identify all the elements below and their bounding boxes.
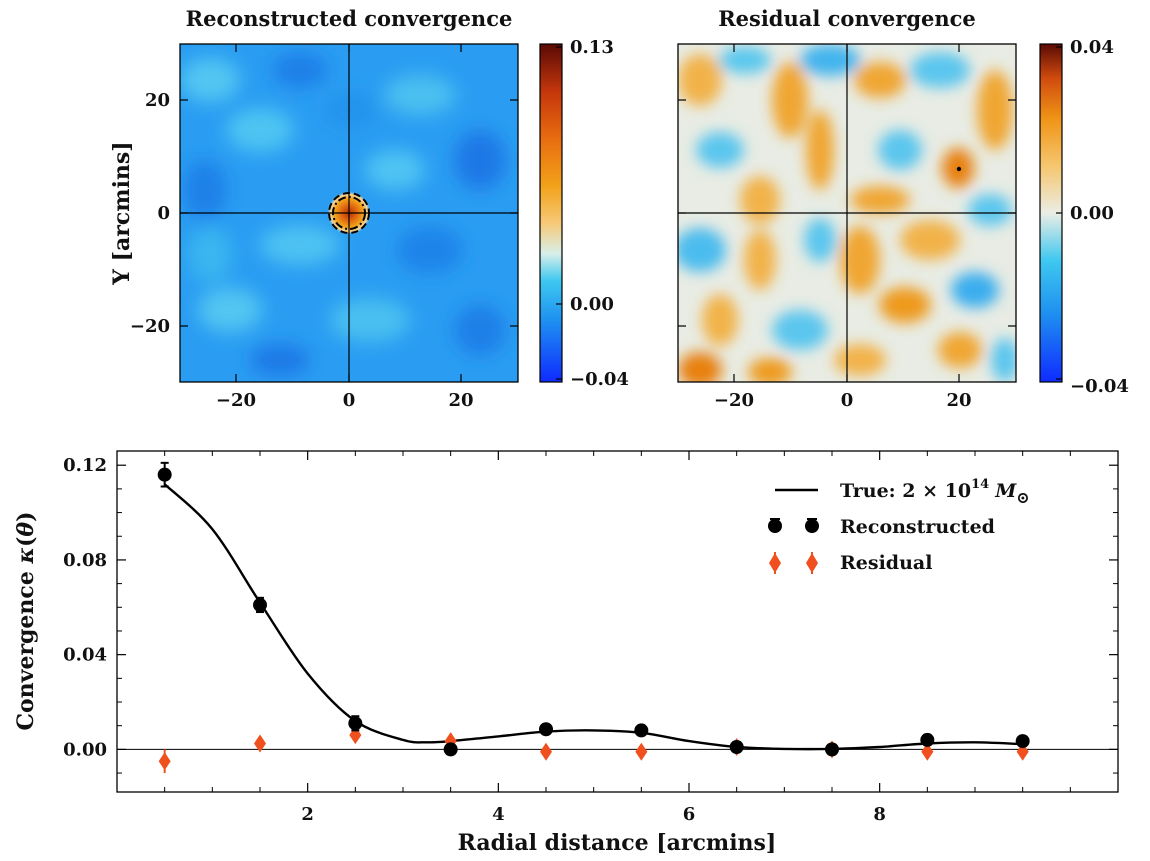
resid-colorbar-label: −0.04 bbox=[1070, 376, 1129, 397]
residual-heatmap-panel: Residual convergence bbox=[677, 6, 1129, 411]
legend: True: 2 × 1014 M⊙ Reconstructed Residual bbox=[768, 477, 1030, 574]
y-tick-label: 0.08 bbox=[63, 550, 107, 571]
reconstructed-point bbox=[443, 742, 458, 757]
reconstructed-ticks bbox=[180, 44, 518, 382]
x-tick-label: 4 bbox=[492, 804, 505, 825]
profile-plot: 2 4 6 8 0.00 0.04 0.08 0.12 Radial distance [ar… bbox=[13, 450, 1119, 856]
recon-colorbar-label: 0.13 bbox=[570, 37, 614, 58]
x-tick-label: 6 bbox=[683, 804, 696, 825]
resid-colorbar-label: 0.04 bbox=[1070, 37, 1114, 58]
legend-residual-label: Residual bbox=[840, 552, 932, 574]
resid-colorbar-label: 0.00 bbox=[1070, 203, 1114, 224]
recon-ytick-label: −20 bbox=[130, 316, 170, 337]
recon-colorbar-label: 0.00 bbox=[570, 294, 614, 315]
x-tick-label: 8 bbox=[873, 804, 886, 825]
residual-point bbox=[254, 734, 266, 753]
residual-point bbox=[540, 742, 552, 761]
residual-point bbox=[635, 742, 648, 761]
residual-ticks bbox=[678, 44, 1016, 382]
legend-reconstructed-swatch bbox=[768, 518, 819, 533]
reconstructed-point bbox=[920, 732, 935, 747]
reconstructed-point bbox=[539, 722, 553, 737]
profile-xlabel: Radial distance [arcmins] bbox=[458, 830, 777, 856]
recon-colorbar-label: −0.04 bbox=[570, 369, 629, 390]
reconstructed-point bbox=[1015, 734, 1030, 749]
reconstructed-series bbox=[157, 461, 1030, 757]
residual-heatmap-image bbox=[678, 44, 1016, 382]
reconstructed-point bbox=[253, 597, 267, 612]
resid-xtick-label: 20 bbox=[946, 390, 971, 411]
reconstructed-point bbox=[348, 716, 363, 731]
y-tick-label: 0.04 bbox=[63, 645, 107, 666]
y-tick-label: 0.00 bbox=[63, 739, 107, 760]
reconstructed-title: Reconstructed convergence bbox=[186, 6, 513, 31]
reconstructed-point bbox=[825, 742, 839, 757]
x-tick-label: 2 bbox=[301, 804, 314, 825]
recon-xtick-label: 0 bbox=[343, 390, 356, 411]
profile-ticks: 2 4 6 8 0.00 0.04 0.08 0.12 bbox=[63, 451, 1118, 825]
resid-xtick-label: −20 bbox=[714, 390, 754, 411]
reconstructed-point bbox=[729, 740, 744, 755]
recon-ytick-label: 0 bbox=[157, 203, 170, 224]
residual-point bbox=[921, 742, 934, 761]
residual-point bbox=[158, 752, 171, 771]
reconstructed-heatmap-image bbox=[180, 44, 518, 382]
profile-frame bbox=[116, 450, 1119, 793]
profile-ylabel: Convergence κ(θ) bbox=[13, 511, 39, 730]
legend-reconstructed-label: Reconstructed bbox=[840, 516, 995, 538]
legend-true-label: True: 2 × 1014 M⊙ bbox=[840, 477, 1030, 507]
y-tick-label: 0.12 bbox=[63, 455, 107, 476]
recon-colorbar bbox=[539, 43, 563, 383]
recon-xtick-label: −20 bbox=[216, 390, 256, 411]
reconstructed-point bbox=[157, 467, 172, 482]
recon-ytick-label: 20 bbox=[145, 90, 170, 111]
recon-ylabel: Y [arcmins] bbox=[109, 141, 135, 285]
residual-title: Residual convergence bbox=[718, 6, 976, 31]
resid-xtick-label: 0 bbox=[841, 390, 854, 411]
reconstructed-point bbox=[634, 723, 649, 738]
reconstructed-heatmap-panel: Reconstructed convergence bbox=[109, 6, 629, 411]
recon-xtick-label: 20 bbox=[448, 390, 473, 411]
residual-dot bbox=[956, 166, 962, 172]
legend-residual-swatch bbox=[769, 552, 818, 574]
